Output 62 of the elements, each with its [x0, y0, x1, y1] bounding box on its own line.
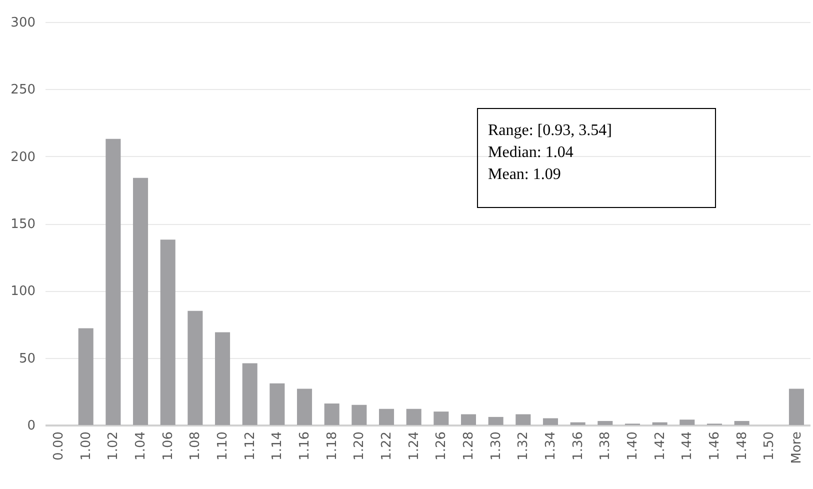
bar — [215, 332, 230, 425]
bar — [106, 138, 121, 425]
bar — [434, 412, 449, 425]
x-tick-label: 1.26 — [434, 432, 450, 460]
x-tick-label: 1.28 — [461, 432, 476, 460]
annotation: Range: [0.93, 3.54] — [488, 122, 612, 139]
x-tick-label: 1.04 — [134, 432, 149, 460]
bar — [516, 414, 531, 425]
x-tick-label: More — [789, 432, 804, 464]
x-tick-label: 1.20 — [352, 432, 368, 460]
x-tick-label: 1.46 — [707, 432, 722, 460]
bar — [270, 383, 285, 425]
x-tick-label: 1.34 — [543, 432, 558, 460]
x-tick-label: 1.06 — [160, 432, 176, 460]
bar — [734, 420, 750, 425]
x-tick-label: 1.44 — [680, 432, 696, 460]
x-tick-label: 1.12 — [242, 432, 258, 460]
y-tick-label: 200 — [10, 150, 36, 165]
bar — [598, 420, 613, 425]
x-tick-label: 1.32 — [516, 432, 532, 460]
annotation: Mean: 1.09 — [488, 166, 561, 183]
bar — [133, 178, 148, 425]
x-tick-label: 1.42 — [652, 432, 668, 460]
x-tick-label: 1.38 — [598, 432, 614, 460]
bar — [352, 404, 367, 425]
x-tick-label: 1.00 — [78, 432, 94, 460]
x-tick-label: 1.40 — [625, 432, 640, 460]
bar — [188, 310, 203, 425]
x-tick-label: 1.02 — [106, 432, 122, 460]
y-tick-label: 150 — [10, 217, 36, 232]
bar — [680, 420, 695, 425]
y-tick-label: 100 — [10, 284, 36, 300]
x-tick-label: 0.00 — [52, 432, 67, 460]
x-tick-label: 1.14 — [270, 432, 286, 460]
bar — [296, 388, 312, 425]
bar — [488, 416, 504, 425]
x-tick-label: 1.22 — [380, 432, 395, 460]
bar — [242, 363, 258, 425]
x-tick-label: 1.18 — [324, 432, 340, 460]
y-tick-label: 0 — [27, 418, 36, 434]
bar — [78, 328, 94, 425]
bar — [378, 408, 394, 425]
x-tick-label: 1.36 — [570, 432, 586, 460]
bar — [406, 408, 422, 425]
x-tick-label: 1.30 — [488, 432, 504, 460]
x-tick-label: 1.50 — [762, 432, 778, 460]
x-tick-label: 1.08 — [188, 432, 204, 460]
bar — [570, 422, 586, 425]
x-tick-label: 1.10 — [216, 432, 231, 460]
x-tick-label: 1.16 — [298, 432, 313, 460]
annotation: Median: 1.04 — [488, 144, 574, 161]
bar — [542, 418, 558, 425]
bar — [788, 388, 804, 425]
y-tick-label: 300 — [10, 16, 36, 30]
x-tick-label: 1.24 — [406, 432, 422, 460]
y-tick-label: 50 — [18, 351, 36, 366]
x-tick-label: 1.48 — [734, 432, 750, 460]
bar — [652, 422, 668, 425]
bar — [160, 240, 176, 425]
bar — [324, 404, 340, 425]
y-tick-label: 250 — [10, 82, 36, 98]
bar — [460, 414, 476, 425]
